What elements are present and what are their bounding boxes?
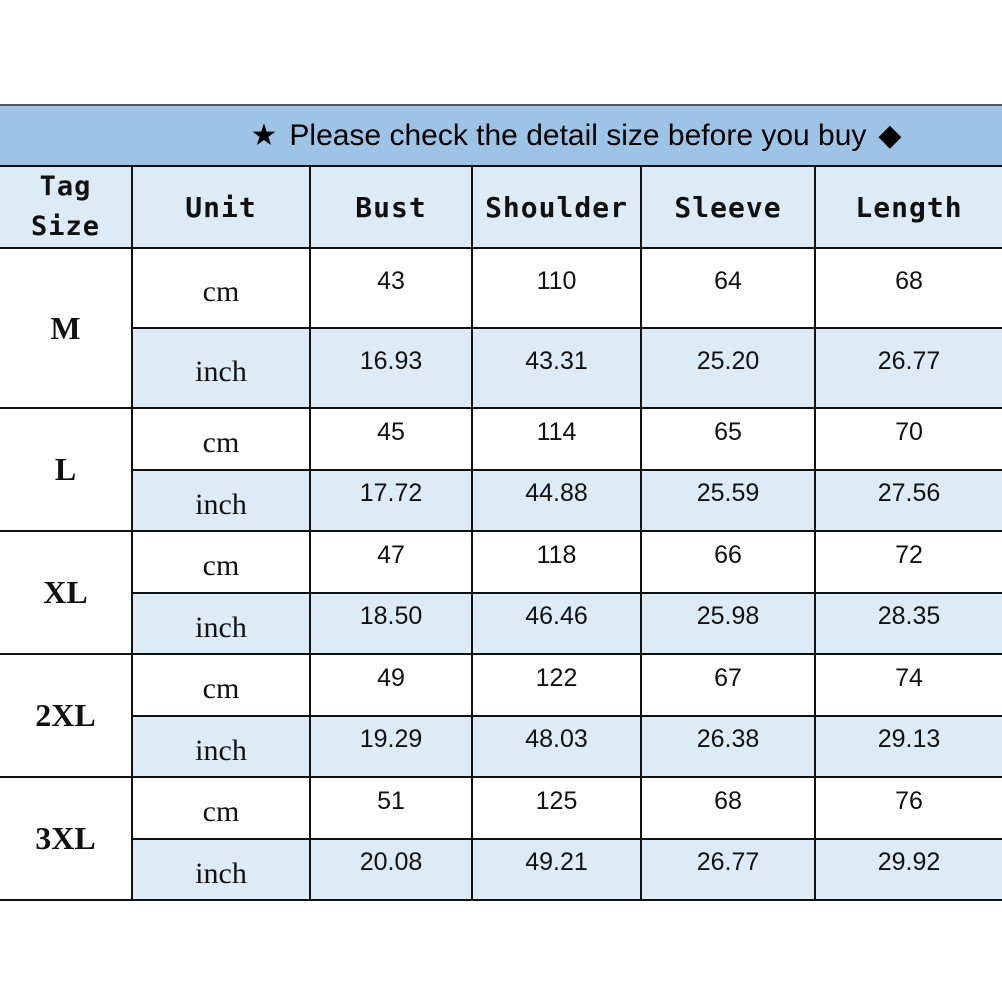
value-cell: 26.77: [814, 327, 1002, 409]
value-cell: 29.13: [814, 715, 1002, 778]
size-cell: 3XL: [0, 776, 133, 901]
unit-cell: cm: [131, 530, 311, 594]
table-row: XL cm 47 118 66 72: [0, 530, 1002, 655]
value-cell: 65: [640, 407, 816, 471]
header-row: Tag Size Unit Bust Shoulder Sleeve Length: [0, 165, 1002, 249]
unit-cell: cm: [131, 776, 311, 840]
value-cell: 17.72: [309, 469, 473, 532]
value-cell: 47: [309, 530, 473, 594]
value-cell: 122: [471, 653, 642, 717]
value-cell: 64: [640, 247, 816, 329]
table-row: inch 16.93 43.31 25.20 26.77: [0, 327, 1002, 409]
unit-cell: inch: [132, 838, 311, 901]
star-icon: ★: [250, 119, 278, 152]
table-row: inch 18.50 46.46 25.98 28.35: [0, 592, 1002, 655]
unit-cell: cm: [131, 653, 311, 717]
value-cell: 74: [814, 653, 1002, 717]
value-cell: 70: [814, 407, 1002, 471]
value-cell: 68: [640, 776, 816, 840]
header-tag-size: Tag Size: [0, 165, 133, 249]
unit-cell: inch: [132, 327, 311, 409]
value-cell: 43: [309, 247, 473, 329]
value-cell: 26.38: [640, 715, 816, 778]
value-cell: 19.29: [309, 715, 473, 778]
value-cell: 76: [814, 776, 1002, 840]
table-row: inch 20.08 49.21 26.77 29.92: [0, 838, 1002, 901]
table-row: 2XL cm 49 122 67 74: [0, 653, 1002, 778]
value-cell: 51: [309, 776, 473, 840]
value-cell: 72: [814, 530, 1002, 594]
size-cell: 2XL: [0, 653, 133, 778]
value-cell: 44.88: [471, 469, 642, 532]
header-unit: Unit: [131, 165, 311, 249]
unit-cell: inch: [132, 592, 311, 655]
value-cell: 25.59: [640, 469, 816, 532]
value-cell: 43.31: [471, 327, 642, 409]
size-chart-table: Tag Size Unit Bust Shoulder Sleeve Length…: [0, 165, 1002, 901]
value-cell: 48.03: [471, 715, 642, 778]
value-cell: 26.77: [640, 838, 816, 901]
value-cell: 29.92: [814, 838, 1002, 901]
value-cell: 20.08: [309, 838, 473, 901]
table-row: inch 17.72 44.88 25.59 27.56: [0, 469, 1002, 532]
value-cell: 49.21: [471, 838, 642, 901]
value-cell: 18.50: [309, 592, 473, 655]
size-cell: L: [0, 407, 133, 532]
value-cell: 68: [814, 247, 1002, 329]
value-cell: 66: [640, 530, 816, 594]
header-length: Length: [814, 165, 1002, 249]
unit-cell: cm: [131, 247, 311, 329]
value-cell: 114: [471, 407, 642, 471]
diamond-icon: ◆: [878, 119, 902, 152]
header-sleeve: Sleeve: [640, 165, 816, 249]
value-cell: 25.20: [640, 327, 816, 409]
value-cell: 16.93: [309, 327, 473, 409]
value-cell: 125: [471, 776, 642, 840]
value-cell: 28.35: [814, 592, 1002, 655]
unit-cell: inch: [132, 715, 311, 778]
title-text: Please check the detail size before you …: [289, 118, 867, 152]
size-cell: XL: [0, 530, 133, 655]
value-cell: 67: [640, 653, 816, 717]
value-cell: 49: [309, 653, 473, 717]
table-row: inch 19.29 48.03 26.38 29.13: [0, 715, 1002, 778]
value-cell: 110: [471, 247, 642, 329]
size-label: Size: [30, 211, 101, 242]
size-cell: M: [0, 247, 133, 409]
tag-label: Tag: [39, 171, 92, 202]
unit-cell: cm: [131, 407, 311, 471]
header-shoulder: Shoulder: [471, 165, 642, 249]
table-title: ★ Please check the detail size before yo…: [0, 104, 1002, 165]
table-row: 3XL cm 51 125 68 76: [0, 776, 1002, 901]
value-cell: 46.46: [471, 592, 642, 655]
value-cell: 118: [471, 530, 642, 594]
value-cell: 27.56: [814, 469, 1002, 532]
value-cell: 45: [309, 407, 473, 471]
unit-cell: inch: [132, 469, 311, 532]
value-cell: 25.98: [640, 592, 816, 655]
header-bust: Bust: [309, 165, 473, 249]
